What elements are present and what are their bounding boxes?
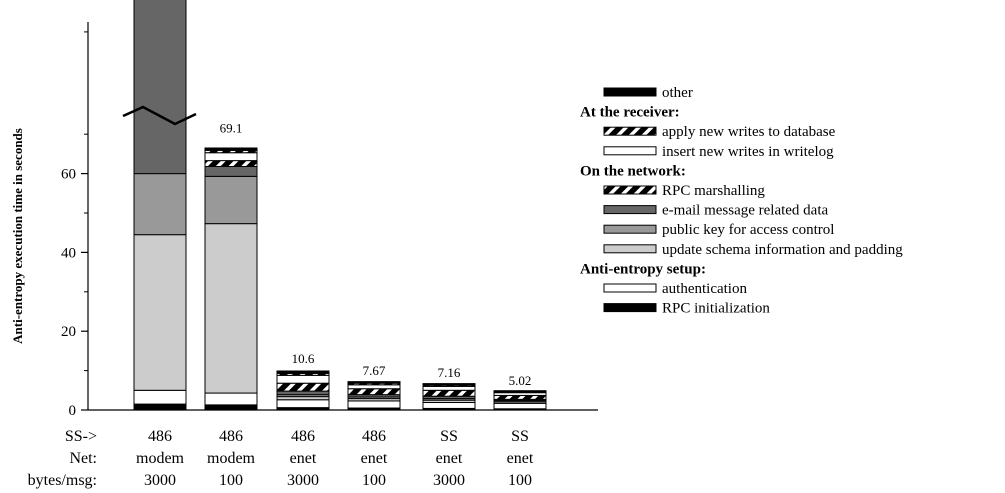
bar-segment-rpc_marsh bbox=[276, 382, 330, 392]
category-bytes-label: 3000 bbox=[433, 472, 465, 489]
legend-swatch-rpc_marsh bbox=[603, 185, 657, 195]
legend-swatch-pubkey bbox=[603, 224, 657, 234]
bar-segment-email bbox=[133, 0, 187, 175]
bar-total-label: 10.6 bbox=[292, 351, 315, 366]
category-row-label: bytes/msg: bbox=[28, 472, 97, 489]
bar-segment-insert bbox=[276, 374, 330, 384]
bar-segment-other bbox=[493, 390, 547, 393]
bar-segment-email bbox=[276, 390, 330, 396]
break-line bbox=[122, 105, 197, 126]
bar-segment-rpc_marsh bbox=[347, 388, 401, 396]
y-tick-label: 60 bbox=[61, 167, 76, 183]
category-ss-label: SS bbox=[511, 428, 529, 445]
legend: other At the receiver: apply new writes to… bbox=[580, 85, 903, 317]
bar-segment-auth bbox=[276, 399, 330, 409]
category-net-label: modem bbox=[207, 450, 256, 467]
bar-total-label: 7.67 bbox=[363, 363, 386, 378]
bar-segment-schema bbox=[133, 234, 187, 391]
bar-total-label: 69.1 bbox=[220, 121, 243, 136]
bar-segment-other bbox=[422, 383, 476, 386]
y-tick-label: 20 bbox=[61, 324, 76, 340]
category-ss-label: 486 bbox=[219, 428, 243, 445]
bar-segment-rpc_marsh bbox=[493, 394, 547, 400]
bar-segment-insert bbox=[347, 384, 401, 390]
legend-entry-rpc_marsh: RPC marshalling bbox=[662, 183, 765, 199]
y-tick-label: 140 bbox=[54, 0, 77, 2]
category-ss-label: 486 bbox=[148, 428, 172, 445]
bar-total-label: 5.02 bbox=[509, 373, 532, 388]
bar-segment-insert bbox=[422, 385, 476, 391]
category-bytes-label: 100 bbox=[362, 472, 386, 489]
axis-break-mark bbox=[122, 105, 197, 126]
bar-segment-rpc_marsh bbox=[422, 389, 476, 397]
category-bytes-label: 100 bbox=[508, 472, 532, 489]
bar-segment-pubkey bbox=[204, 175, 258, 225]
category-bytes-label: 3000 bbox=[287, 472, 319, 489]
bar-segment-email bbox=[204, 166, 258, 177]
bar-segment-insert bbox=[204, 152, 258, 162]
legend-entry-email: e-mail message related data bbox=[662, 203, 829, 219]
bar-segment-schema bbox=[204, 223, 258, 394]
category-labels: 486 modem 3000 486 modem 100 486 enet 3000 486 ene… bbox=[28, 428, 534, 489]
legend-swatch-schema bbox=[603, 244, 657, 254]
legend-heading: At the receiver: bbox=[580, 105, 680, 121]
legend-swatch-insert bbox=[603, 146, 657, 156]
category-row-label: SS-> bbox=[65, 428, 97, 445]
bar-segment-auth bbox=[422, 402, 476, 409]
legend-entry-apply: apply new writes to database bbox=[662, 124, 836, 140]
category-ss-label: 486 bbox=[362, 428, 386, 445]
bar-segment-auth bbox=[133, 389, 187, 405]
bar-segment-auth bbox=[204, 392, 258, 406]
legend-swatch-other bbox=[603, 87, 657, 97]
legend-swatch-rpc_init bbox=[603, 303, 657, 313]
y-tick-label: 40 bbox=[61, 245, 76, 261]
category-net-label: enet bbox=[361, 450, 388, 467]
legend-heading: On the network: bbox=[580, 163, 686, 179]
y-axis-label: Anti-entropy execution time in seconds bbox=[10, 128, 25, 344]
bar-segment-rpc_marsh bbox=[204, 160, 258, 168]
category-net-label: enet bbox=[436, 450, 463, 467]
legend-entry-schema: update schema information and padding bbox=[662, 242, 903, 258]
legend-swatch-apply bbox=[603, 126, 657, 136]
category-row-label: Net: bbox=[69, 450, 97, 467]
category-net-label: modem bbox=[136, 450, 185, 467]
category-bytes-label: 3000 bbox=[144, 472, 176, 489]
bar-segment-auth bbox=[493, 402, 547, 410]
bar-segment-other bbox=[204, 147, 258, 151]
category-net-label: enet bbox=[507, 450, 534, 467]
legend-heading: Anti-entropy setup: bbox=[580, 261, 706, 277]
category-ss-label: SS bbox=[440, 428, 458, 445]
bar-segment-other bbox=[276, 370, 330, 374]
bar-total-label: 7.16 bbox=[438, 365, 461, 380]
y-tick-label: 0 bbox=[69, 403, 77, 419]
bar-segment-rpc_init bbox=[204, 404, 258, 411]
bar-segment-rpc_init bbox=[133, 403, 187, 411]
bar-segment-other bbox=[347, 381, 401, 384]
legend-entry-other: other bbox=[662, 85, 693, 101]
category-bytes-label: 100 bbox=[219, 472, 243, 489]
legend-entry-rpc_init: RPC initialization bbox=[662, 301, 770, 317]
category-ss-label: 486 bbox=[291, 428, 315, 445]
bar-segment-pubkey bbox=[133, 173, 187, 236]
legend-entry-pubkey: public key for access control bbox=[662, 222, 834, 238]
legend-swatch-auth bbox=[603, 283, 657, 293]
legend-swatch-email bbox=[603, 205, 657, 215]
legend-entry-insert: insert new writes in writelog bbox=[662, 144, 834, 160]
bars bbox=[133, 0, 547, 411]
legend-entry-auth: authentication bbox=[662, 281, 747, 297]
total-labels: 15869.110.67.677.165.02 bbox=[220, 121, 532, 388]
category-net-label: enet bbox=[290, 450, 317, 467]
bar-segment-auth bbox=[347, 400, 401, 409]
